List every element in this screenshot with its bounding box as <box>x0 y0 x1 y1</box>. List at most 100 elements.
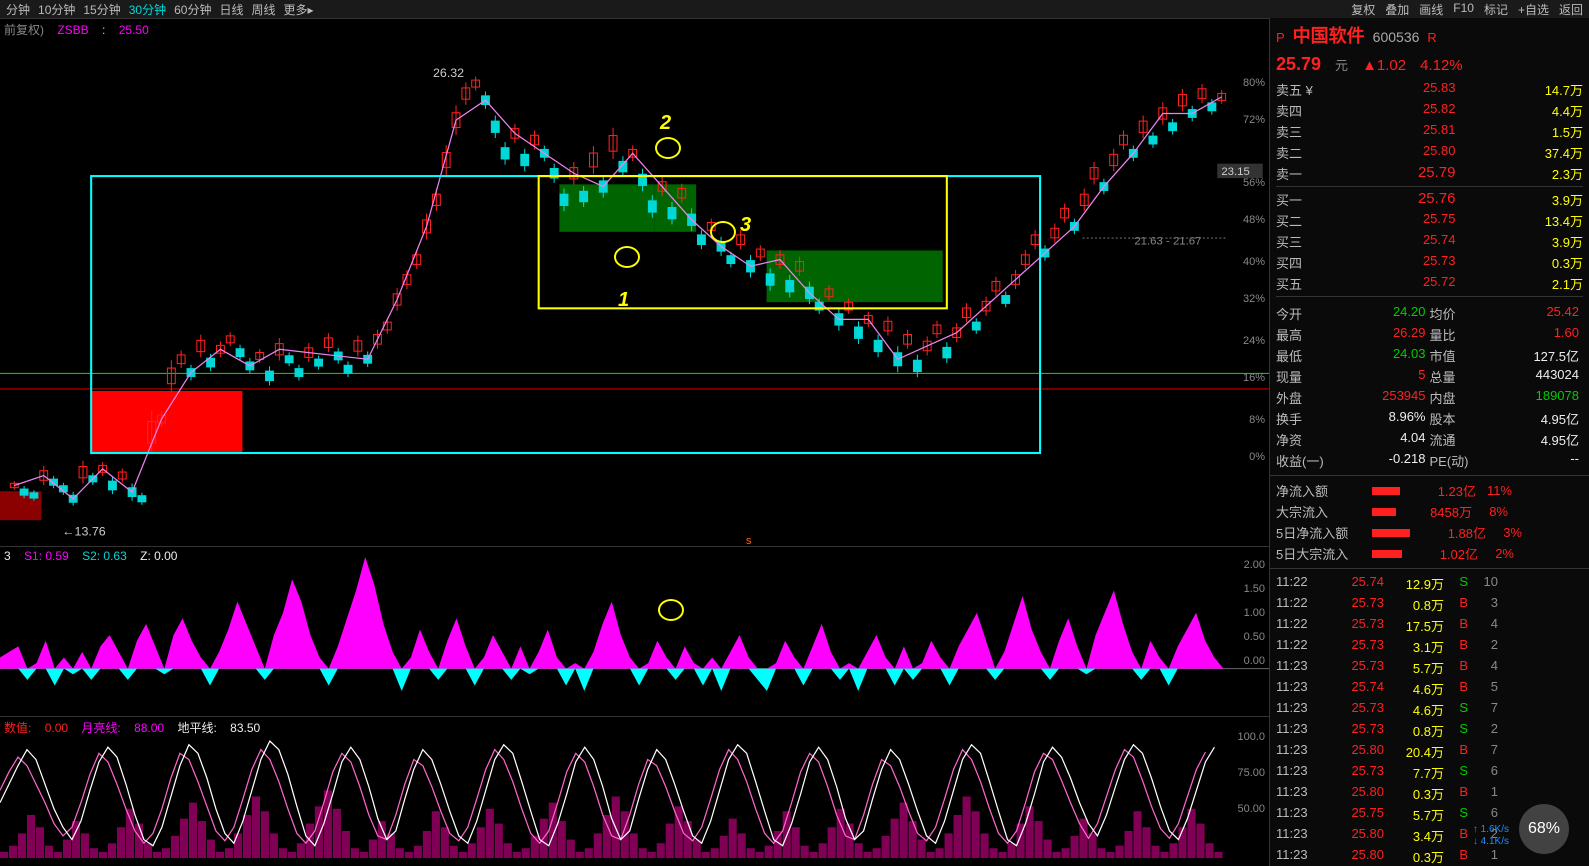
fq-label: 前复权) <box>4 23 44 37</box>
ind1-z: Z: 0.00 <box>140 549 177 563</box>
network-speed: ↑ 1.6K/s ↓ 4.1K/s <box>1473 824 1509 848</box>
timeframe-list: 分钟 10分钟 15分钟 30分钟 60分钟日线周线更多▸ <box>6 1 322 18</box>
ask-row[interactable]: 卖三25.811.5万 <box>1276 121 1583 142</box>
quote-header: P 中国软件 600536 R <box>1270 18 1589 52</box>
ind1-ytick: 0.00 <box>1244 655 1265 667</box>
svg-text:21.63 - 21.67: 21.63 - 21.67 <box>1134 235 1201 247</box>
quote-price-row: 25.79 元 ▲1.02 4.12% <box>1270 52 1589 77</box>
ind2-m-val: 88.00 <box>134 721 164 735</box>
bid-row[interactable]: 买二25.7513.4万 <box>1276 210 1583 231</box>
ind2-v-lbl: 数值: <box>4 721 31 735</box>
ind1-header: 3 S1: 0.59 S2: 0.63 Z: 0.00 <box>4 549 187 563</box>
bid-row[interactable]: 买一25.763.9万 <box>1276 189 1583 210</box>
capital-flow: 净流入额1.23亿11%大宗流入8458万8%5日净流入额1.88亿3%5日大宗… <box>1270 478 1589 566</box>
chart-column: 前复权) ZSBB : 25.50 26.32←13.7623.1521.63 … <box>0 18 1269 866</box>
ind1-svg <box>0 547 1269 716</box>
ind1-ytick: 0.50 <box>1244 631 1265 643</box>
price-unit: 元 <box>1335 55 1348 74</box>
quote-r: R <box>1427 30 1436 45</box>
svg-text:←13.76: ←13.76 <box>62 525 106 539</box>
stats-grid: 今开24.20均价25.42最高26.29量比1.60最低24.03市值127.… <box>1270 301 1589 473</box>
bid-row[interactable]: 买三25.743.9万 <box>1276 231 1583 252</box>
bid-row[interactable]: 买四25.730.3万 <box>1276 252 1583 273</box>
timeframe-6[interactable]: 周线 <box>251 3 275 17</box>
tick-row: 11:2325.734.6万S7 <box>1276 699 1583 720</box>
tick-row: 11:2325.744.6万B5 <box>1276 678 1583 699</box>
ind2-h-val: 83.50 <box>230 721 260 735</box>
main-ytick: 72% <box>1243 114 1265 126</box>
main-ytick: 8% <box>1249 414 1265 426</box>
ind1-ytick: 1.50 <box>1244 583 1265 595</box>
stat-row: 现量5总量443024 <box>1276 366 1583 387</box>
tick-row: 11:2325.735.7万B4 <box>1276 657 1583 678</box>
timeframe-1[interactable]: 10分钟 <box>38 3 75 17</box>
tick-row: 11:2325.800.3万B1 <box>1276 783 1583 804</box>
tick-row: 11:2225.730.8万B3 <box>1276 594 1583 615</box>
main-ytick: 32% <box>1243 293 1265 305</box>
upload-speed: ↑ 1.6K/s <box>1473 824 1509 836</box>
ask-row[interactable]: 卖五 ¥25.8314.7万 <box>1276 79 1583 100</box>
tick-row: 11:2225.733.1万B2 <box>1276 636 1583 657</box>
tool-3[interactable]: F10 <box>1453 1 1474 18</box>
ind2-header: 数值: 0.00 月亮线: 88.00 地平线: 83.50 <box>4 719 270 736</box>
main-chart-panel[interactable]: 前复权) ZSBB : 25.50 26.32←13.7623.1521.63 … <box>0 18 1269 546</box>
main-ytick: 48% <box>1243 214 1265 226</box>
flow-row: 大宗流入8458万8% <box>1276 501 1583 522</box>
timeframe-4[interactable]: 60分钟 <box>174 3 211 17</box>
indicator-name: ZSBB <box>57 23 88 37</box>
tick-row: 11:2325.737.7万S6 <box>1276 762 1583 783</box>
bid-row[interactable]: 买五25.722.1万 <box>1276 273 1583 294</box>
stock-code: 600536 <box>1373 29 1420 45</box>
ind2-ytick: 50.00 <box>1237 803 1265 815</box>
tool-4[interactable]: 标记 <box>1484 1 1508 18</box>
timeframe-7[interactable]: 更多▸ <box>283 3 313 17</box>
battery-badge: 68% <box>1519 804 1569 854</box>
ind2-v-val: 0.00 <box>45 721 68 735</box>
ask-row[interactable]: 卖一25.792.3万 <box>1276 163 1583 184</box>
flow-row: 净流入额1.23亿11% <box>1276 480 1583 501</box>
tool-5[interactable]: +自选 <box>1518 1 1549 18</box>
timeframe-5[interactable]: 日线 <box>219 3 243 17</box>
quote-panel: P 中国软件 600536 R 25.79 元 ▲1.02 4.12% 卖五 ¥… <box>1269 18 1589 866</box>
ind2-yaxis: 100.075.0050.00 <box>1225 717 1269 866</box>
last-price: 25.79 <box>1276 54 1321 75</box>
ind1-s2: S2: 0.63 <box>82 549 127 563</box>
price-change-pct: 4.12% <box>1420 57 1463 74</box>
main-ytick: 40% <box>1243 256 1265 268</box>
main-ytick: 16% <box>1243 372 1265 384</box>
timeframe-toolbar: 分钟 10分钟 15分钟 30分钟 60分钟日线周线更多▸ 复权叠加画线 F10 标记 +自选… <box>0 0 1589 18</box>
stat-row: 收益(一)-0.218PE(动)-- <box>1276 450 1583 471</box>
svg-text:26.32: 26.32 <box>433 66 464 80</box>
ind1-s: 3 <box>4 549 11 563</box>
timeframe-2[interactable]: 15分钟 <box>83 3 120 17</box>
main-ytick: 24% <box>1243 335 1265 347</box>
download-speed: ↓ 4.1K/s <box>1473 836 1509 848</box>
timeframe-0[interactable]: 分钟 <box>6 3 30 17</box>
main-ytick: 56% <box>1243 177 1265 189</box>
price-change: ▲1.02 <box>1362 57 1406 74</box>
ind2-h-lbl: 地平线: <box>177 721 216 735</box>
tool-2[interactable]: 画线 <box>1419 1 1443 18</box>
ask-row[interactable]: 卖二25.8037.4万 <box>1276 142 1583 163</box>
stat-row: 外盘253945内盘189078 <box>1276 387 1583 408</box>
tick-row: 11:2225.7317.5万B4 <box>1276 615 1583 636</box>
main-area: 前复权) ZSBB : 25.50 26.32←13.7623.1521.63 … <box>0 18 1589 866</box>
stock-name: 中国软件 <box>1293 22 1365 48</box>
indicator2-panel[interactable]: 数值: 0.00 月亮线: 88.00 地平线: 83.50 100.075.0… <box>0 716 1269 866</box>
ask-row[interactable]: 卖四25.824.4万 <box>1276 100 1583 121</box>
indicator-value: 25.50 <box>119 23 149 37</box>
main-yaxis: 80%72%56%48%40%32%24%16%8%0% <box>1225 19 1269 546</box>
tool-1[interactable]: 叠加 <box>1385 1 1409 18</box>
ind2-svg <box>0 717 1269 866</box>
tick-row: 11:2325.8020.4万B7 <box>1276 741 1583 762</box>
stat-row: 最低24.03市值127.5亿 <box>1276 345 1583 366</box>
tool-0[interactable]: 复权 <box>1351 1 1375 18</box>
main-chart-header: 前复权) ZSBB : 25.50 <box>4 21 159 38</box>
stat-row: 换手8.96%股本4.95亿 <box>1276 408 1583 429</box>
indicator1-panel[interactable]: 3 S1: 0.59 S2: 0.63 Z: 0.00 2.001.501.00… <box>0 546 1269 716</box>
stat-row: 今开24.20均价25.42 <box>1276 303 1583 324</box>
tool-6[interactable]: 返回 <box>1559 1 1583 18</box>
timeframe-3[interactable]: 30分钟 <box>129 3 166 17</box>
tick-row: 11:2225.7412.9万S10 <box>1276 573 1583 594</box>
orderbook: 卖五 ¥25.8314.7万卖四25.824.4万卖三25.811.5万卖二25… <box>1270 77 1589 301</box>
